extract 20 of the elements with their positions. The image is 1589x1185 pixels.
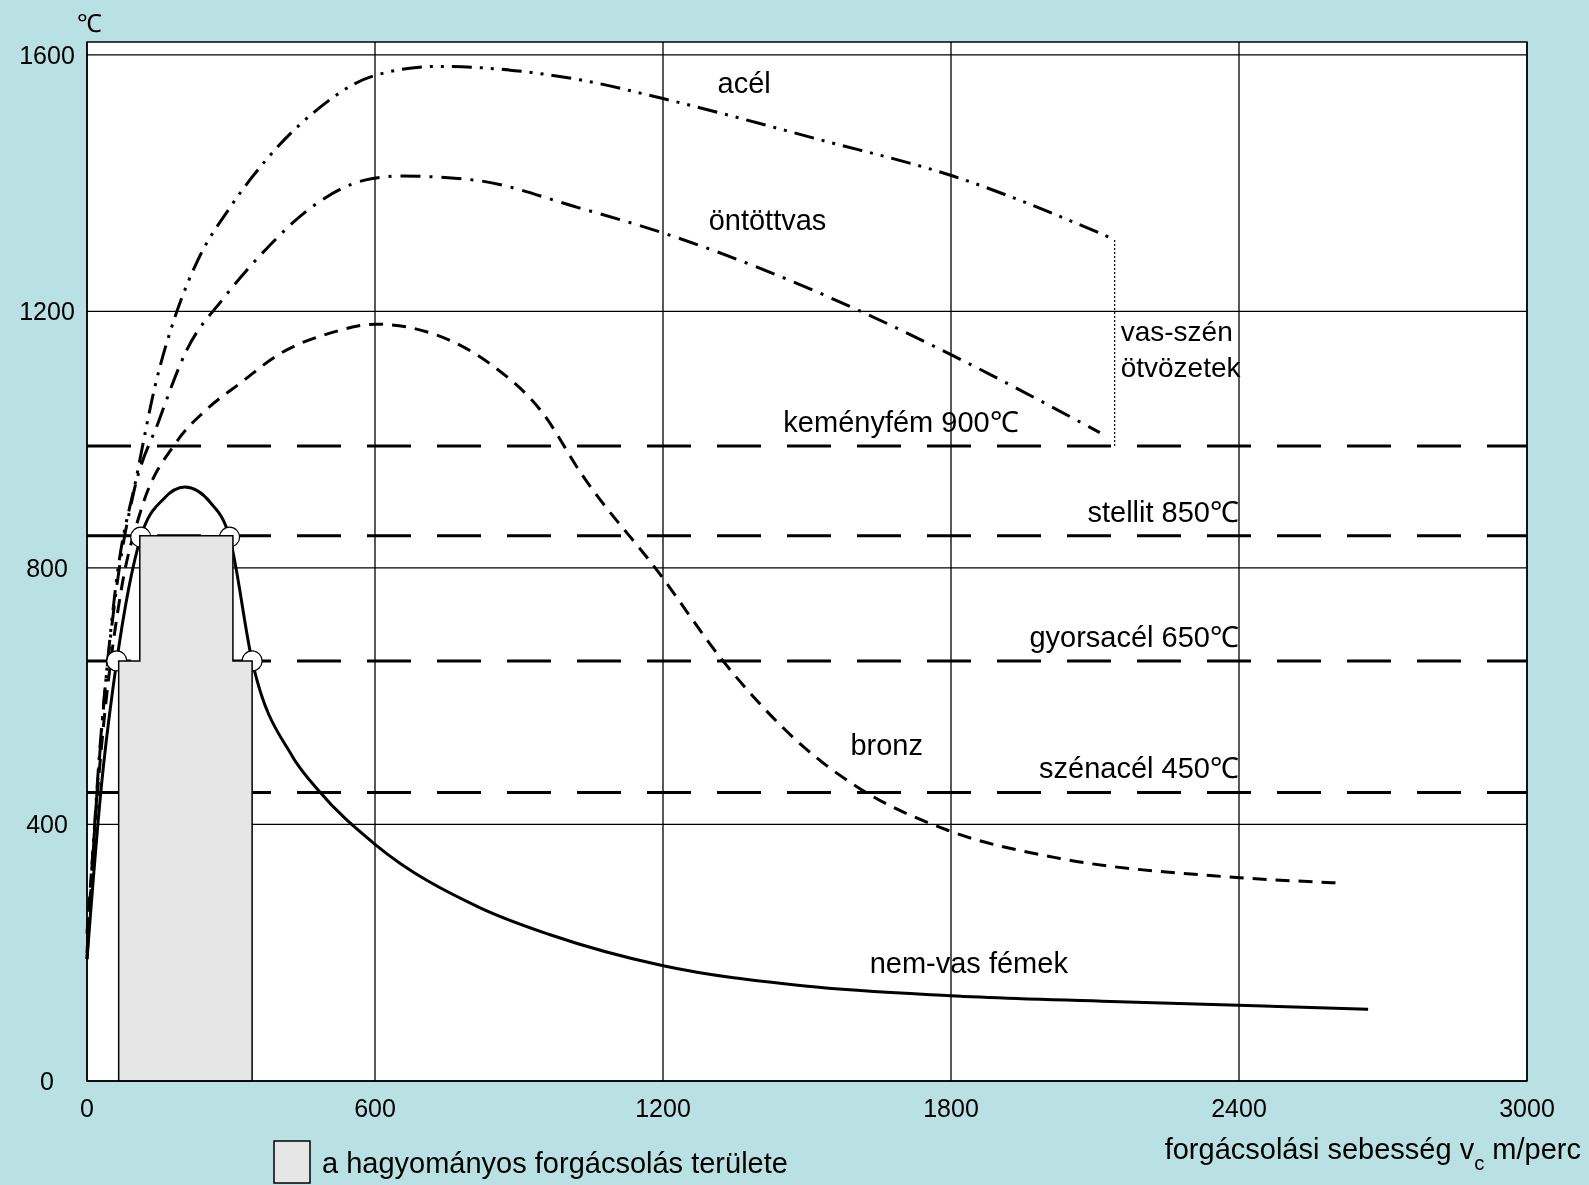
x-tick-label: 1800 [923, 1094, 979, 1122]
y-tick-label: 1600 [19, 40, 75, 69]
ref-line-label: gyorsacél 650℃ [1029, 620, 1239, 653]
y-tick-label: 400 [26, 810, 68, 839]
x-tick-label: 1200 [635, 1094, 691, 1122]
series-label: acél [717, 67, 771, 100]
x-tick-label: 2400 [1211, 1094, 1267, 1122]
x-tick-label: 3000 [1499, 1094, 1555, 1122]
ref-line-label: szénacél 450℃ [1039, 752, 1239, 785]
legend-label: a hagyományos forgácsolás területe [322, 1147, 788, 1179]
y-tick-label: 800 [26, 553, 68, 582]
y-tick-label: 1200 [19, 297, 75, 326]
x-axis-title: forgácsolási sebesség v$_{c}$ m/perc [1164, 1133, 1581, 1174]
ref-line-label: stellit 850℃ [1087, 495, 1239, 528]
y-axis-title: ℃ [76, 9, 102, 37]
series-label: öntöttvas [708, 203, 827, 236]
x-tick-label: 600 [354, 1094, 396, 1122]
x-tick-label: 0 [80, 1094, 94, 1122]
series-label: bronz [850, 729, 923, 762]
y-tick-label: 0 [40, 1067, 54, 1095]
